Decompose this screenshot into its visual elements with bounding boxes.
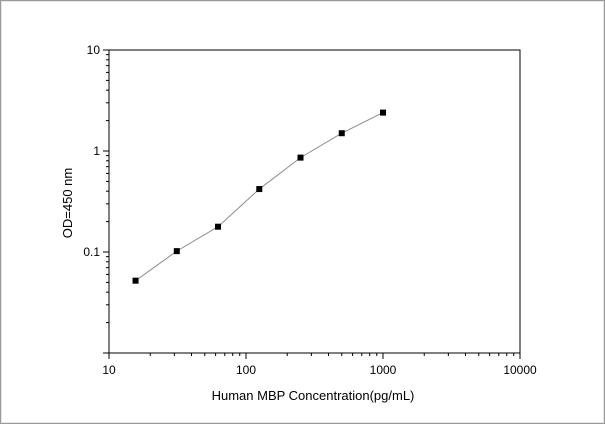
series-line: [135, 112, 384, 282]
y-axis-title: OD=450 nm: [60, 168, 75, 238]
plot-border: [108, 49, 521, 354]
y-tick-label: 1: [93, 144, 100, 158]
data-point: [380, 109, 386, 116]
data-point: [215, 223, 222, 230]
data-point: [173, 248, 180, 255]
x-tick-label: 10000: [503, 363, 537, 377]
x-tick-label: 10: [102, 363, 116, 377]
data-point: [297, 154, 304, 161]
y-tick-label: 0.1: [83, 245, 100, 259]
x-tick-label: 100: [236, 363, 256, 377]
data-point: [132, 277, 139, 284]
data-point: [256, 186, 263, 193]
x-tick-label: 1000: [370, 363, 397, 377]
data-point: [338, 130, 345, 137]
x-axis-title: Human MBP Concentration(pg/mL): [212, 388, 415, 403]
plot-area: 10 100 1000 10000 0.1 1 10: [83, 43, 537, 377]
y-tick-label: 10: [87, 43, 101, 57]
